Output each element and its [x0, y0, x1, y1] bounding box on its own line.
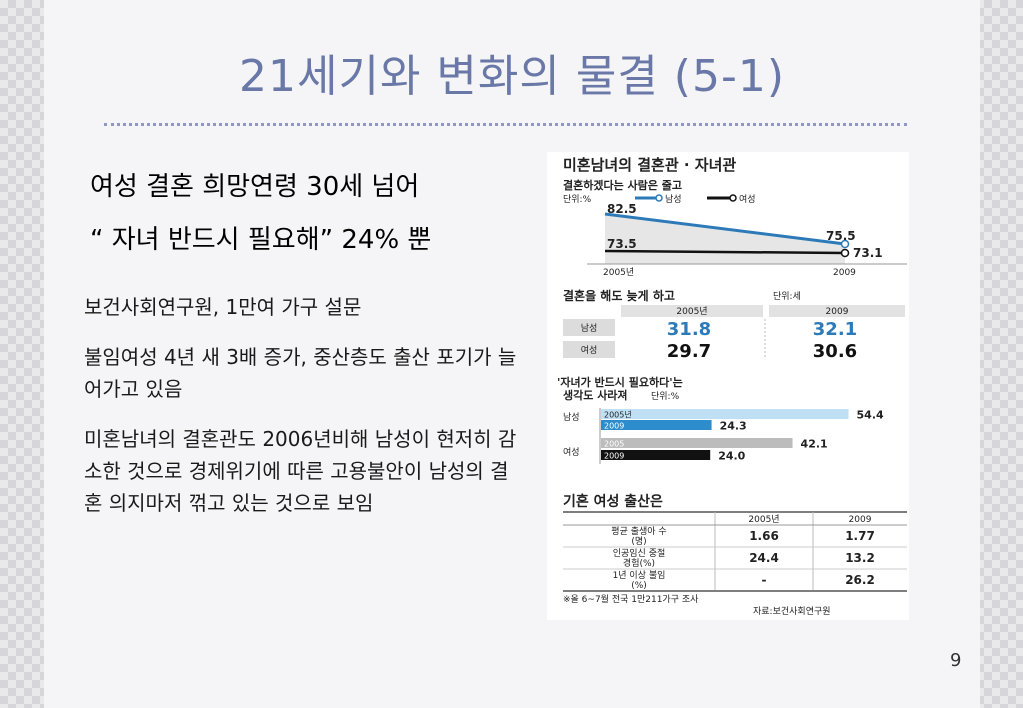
- age-male-2005: 31.8: [667, 319, 711, 340]
- table-row2-v1: 24.4: [749, 551, 779, 565]
- bar-section-title-1: '자녀가 반드시 필요하다'는: [557, 375, 683, 389]
- legend-male-label: 남성: [665, 194, 682, 205]
- female-line: [604, 249, 846, 255]
- legend-female-marker: [729, 194, 737, 202]
- infographic-title: 미혼남녀의 결혼관 · 자녀관: [563, 156, 736, 174]
- age-row-female-bg: [563, 341, 615, 358]
- age-row-male-bg: [563, 319, 615, 336]
- x-start-label: 2005년: [603, 267, 634, 278]
- bar-chart: 2005년 54.4 2009 24.3 2005 42.1 2009 24.0: [601, 409, 884, 463]
- female-start-value: 73.5: [607, 237, 637, 251]
- title-divider: [104, 123, 907, 126]
- bar-3: [601, 450, 711, 460]
- age-col1-header: 2005년: [676, 306, 707, 317]
- table-row3-label-b: (%): [631, 581, 647, 591]
- bar-label-1: 2009: [604, 422, 624, 431]
- age-section-title: 결혼을 해도 늦게 하고: [563, 288, 675, 303]
- female-end-value: 73.1: [853, 246, 883, 260]
- paragraph-survey: 보건사회연구원, 1만여 가구 설문: [84, 295, 362, 319]
- legend-male-marker: [655, 194, 663, 202]
- x-end-label: 2009: [833, 268, 856, 278]
- male-end-marker: [840, 239, 850, 249]
- age-female-2009: 30.6: [813, 341, 857, 362]
- table-row1-label-a: 평균 출생아 수: [611, 526, 666, 537]
- paragraph-infertility: 불임여성 4년 새 3배 증가, 중산층도 출산 포기가 늘어가고 있음: [84, 345, 517, 401]
- age-male-2009: 32.1: [813, 319, 857, 340]
- legend-female-label: 여성: [739, 193, 756, 205]
- bar-section-title-2: 생각도 사라져: [563, 388, 628, 402]
- table-row1-v2: 1.77: [845, 529, 875, 543]
- table-col2-header: 2009: [849, 515, 872, 525]
- paragraph-marriage-view: 미혼남녀의 결혼관도 2006년비해 남성이 현저히 감소한 것으로 경제위기에…: [84, 427, 517, 515]
- line-section-title: 결혼하겠다는 사람은 줄고: [563, 178, 682, 192]
- bar-group-female-label: 여성: [563, 446, 580, 458]
- table-source: 자료:보건사회연구원: [753, 606, 831, 617]
- table-row1-v1: 1.66: [749, 529, 779, 543]
- table-note: ※올 6~7월 전국 1만211가구 조사: [563, 593, 699, 605]
- newspaper-infographic: 미혼남녀의 결혼관 · 자녀관 결혼하겠다는 사람은 줄고 단위:% 남성 여성…: [547, 152, 909, 620]
- age-female-2005: 29.7: [667, 341, 711, 362]
- age-row-female-label: 여성: [581, 344, 598, 356]
- female-end-marker: [840, 248, 850, 258]
- bar-group-male-label: 남성: [563, 412, 580, 423]
- age-col2-header: 2009: [826, 307, 849, 317]
- bar-section-unit: 단위:%: [651, 391, 680, 402]
- infographic-svg: 미혼남녀의 결혼관 · 자녀관 결혼하겠다는 사람은 줄고 단위:% 남성 여성…: [557, 156, 907, 617]
- bar-0: [601, 409, 849, 419]
- table-row2-label-b: 경험(%): [623, 557, 655, 569]
- page-number: 9: [950, 650, 962, 671]
- headline-1: 여성 결혼 희망연령 30세 넘어: [90, 172, 420, 202]
- slide-title: 21세기와 변화의 물결 (5-1): [239, 51, 785, 102]
- table-row1-label-b: (명): [631, 536, 646, 547]
- age-row-male-label: 남성: [581, 323, 598, 334]
- bar-2: [601, 438, 793, 448]
- table-section-title: 기혼 여성 출산은: [563, 493, 663, 510]
- table-row2-label-a: 인공임신 중절: [613, 547, 666, 559]
- table-col1-header: 2005년: [748, 514, 779, 525]
- bar-1: [601, 420, 712, 430]
- male-start-value: 82.5: [607, 202, 637, 216]
- bar-label-2: 2005: [604, 440, 624, 449]
- age-col1-header-bg: [621, 305, 763, 317]
- table-row3-v1: -: [762, 573, 767, 587]
- male-end-value: 75.5: [826, 229, 856, 243]
- bar-label-0: 2005년: [604, 410, 632, 420]
- slide: 21세기와 변화의 물결 (5-1) 여성 결혼 희망연령 30세 넘어 “ 자…: [44, 0, 980, 708]
- line-section-unit: 단위:%: [563, 194, 592, 205]
- bar-value-0: 54.4: [857, 409, 884, 422]
- table-row3-v2: 26.2: [845, 573, 875, 587]
- bar-value-2: 42.1: [801, 438, 828, 451]
- bar-value-3: 24.0: [718, 450, 745, 463]
- age-col2-header-bg: [769, 305, 905, 317]
- bar-value-1: 24.3: [720, 420, 747, 433]
- headline-2: “ 자녀 반드시 필요해” 24% 뿐: [90, 225, 432, 255]
- male-line: [604, 212, 846, 246]
- bar-label-3: 2009: [604, 452, 624, 461]
- table-row3-label-a: 1년 이상 불임: [613, 569, 666, 581]
- age-section-unit: 단위:세: [773, 291, 801, 302]
- table-row2-v2: 13.2: [845, 551, 875, 565]
